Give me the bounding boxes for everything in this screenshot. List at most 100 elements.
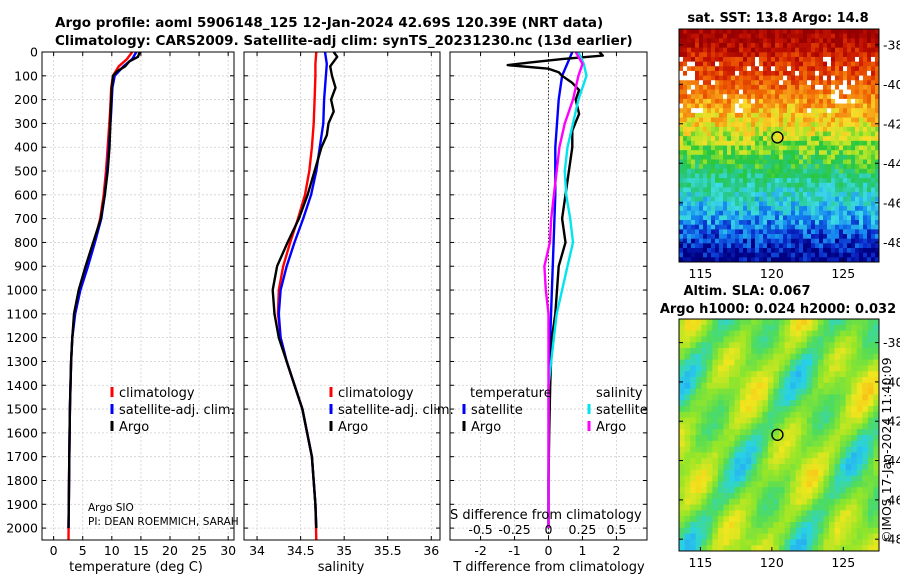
map-cell [683,61,688,67]
map-cell [815,248,820,254]
map-cell [759,131,764,137]
map-cell [839,89,844,95]
map-cell [703,248,708,254]
map-cell [803,70,808,76]
map-cell [867,423,874,430]
map-cell [875,145,880,151]
map-cell [787,215,792,221]
map-cell [819,243,824,249]
map-cell [771,145,776,151]
map-cell [799,150,804,156]
map-cell [712,365,719,372]
map-cell [712,469,719,476]
map-cell [855,66,860,72]
map-cell [835,159,840,165]
map-cell [699,257,704,263]
map-cell [783,173,788,179]
x-tick-label: 25 [191,543,207,558]
map-cell [695,112,700,118]
map-cell [779,108,784,114]
map-cell [679,545,685,552]
map-cell [711,257,716,263]
map-cell [723,440,730,447]
map-cell [739,70,744,76]
map-cell [829,545,835,552]
map-cell [687,52,692,58]
map-cell [687,56,692,63]
map-cell [771,248,776,254]
map-cell [867,70,872,76]
map-cell [859,117,864,123]
map-cell [762,435,769,442]
map-cell [755,234,760,240]
map-cell [855,257,860,263]
map-cell [807,243,812,249]
map-cell [807,80,812,86]
map-cell [817,348,824,355]
map-cell [740,510,747,517]
map-cell [771,136,776,142]
map-cell [784,324,791,331]
temperature-xlabel: temperature (deg C) [69,560,203,575]
map-cell [831,210,836,216]
map-cell [834,481,841,488]
map-cell [817,330,824,337]
map-cell [873,452,880,459]
map-cell [873,342,880,349]
map-cell [747,150,752,156]
map-cell [717,487,724,494]
map-cell [727,229,732,235]
map-cell [729,429,735,436]
map-cell [851,117,856,123]
map-cell [801,475,808,482]
map-cell [847,248,852,254]
map-cell [801,429,808,436]
map-cell [851,446,858,453]
map-cell [783,196,788,202]
map-cell [739,103,744,109]
map-cell [747,234,752,240]
sla-field [679,319,880,552]
map-cell [867,168,872,174]
map-cell [771,112,776,118]
map-cell [859,215,864,221]
map-cell [817,446,824,453]
map-cell [831,164,836,170]
y-tick-label: 1800 [6,473,38,488]
map-cell [801,458,808,465]
map-cell [815,33,820,39]
map-cell [843,187,848,193]
map-cell [703,140,708,146]
map-cell [795,164,800,170]
map-cell [863,220,868,226]
map-cell [723,229,728,235]
map-cell [707,29,712,35]
map-cell [763,145,768,151]
map-cell [871,126,876,132]
map-cell [827,117,832,123]
map-cell [695,136,700,142]
map-cell [755,182,760,188]
map-cell [690,348,697,355]
map-cell [703,75,708,81]
map-cell [683,136,688,142]
map-cell [723,319,730,326]
map-cell [806,493,813,500]
map-cell [745,388,752,395]
map-cell [831,234,836,240]
map-cell [775,29,780,35]
map-cell [711,215,716,221]
x-tick-label: -1 [508,543,520,558]
map-cell [773,348,780,355]
map-cell [843,201,848,207]
map-cell [840,342,847,349]
map-cell [767,446,774,453]
map-cell [727,112,732,118]
map-cell [756,446,763,453]
map-cell [851,108,856,114]
map-cell [871,220,876,226]
map-cell [699,131,704,137]
map-cell [871,257,876,263]
map-cell [699,210,704,216]
map-cell [751,192,756,198]
